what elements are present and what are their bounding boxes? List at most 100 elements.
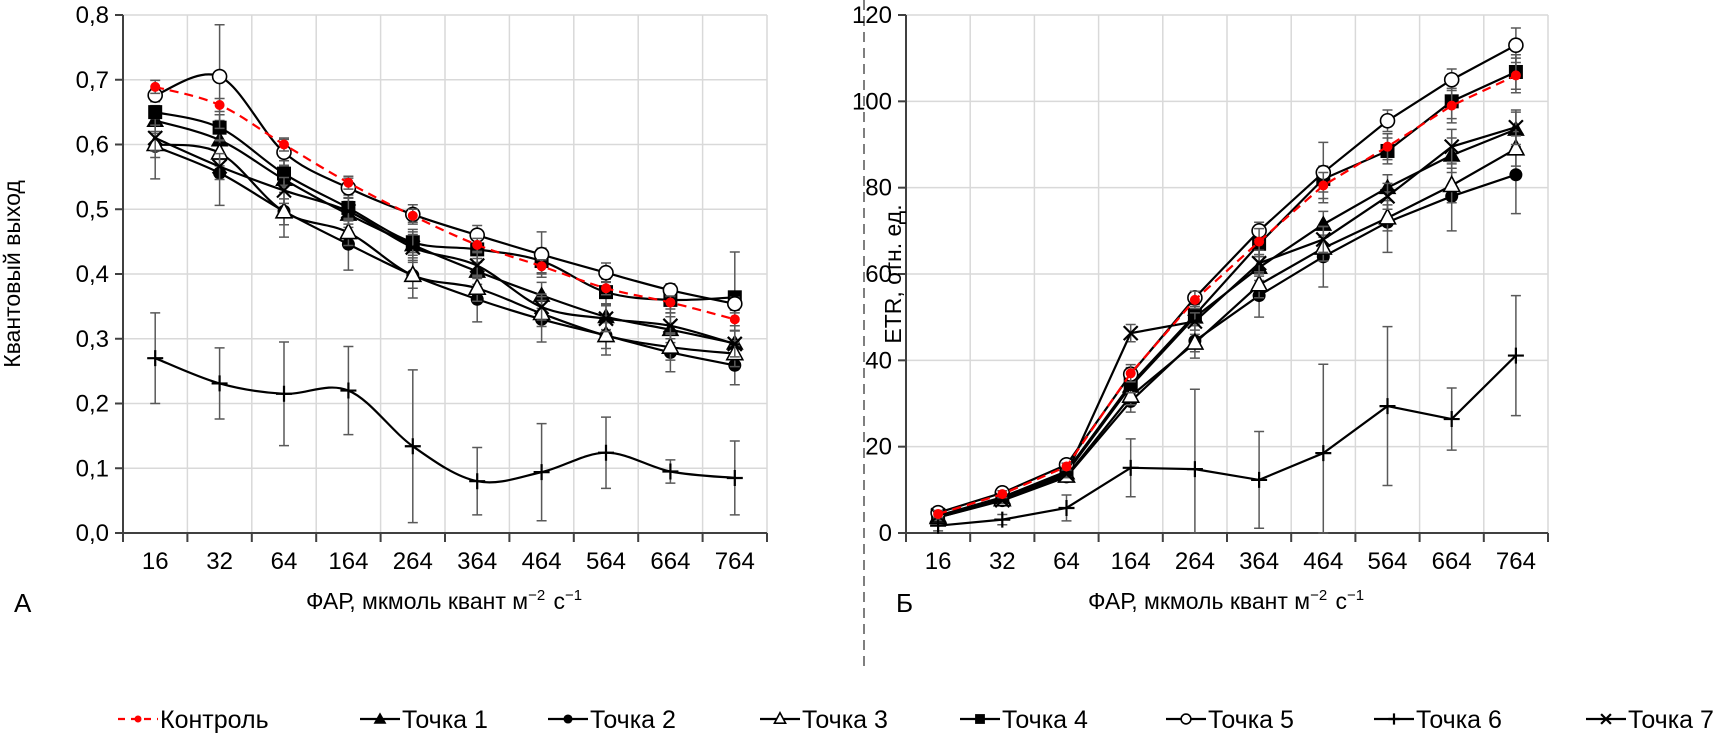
b-marker-point-6 bbox=[1507, 347, 1524, 364]
a-marker-point-6 bbox=[726, 469, 743, 486]
a-marker-control bbox=[472, 239, 483, 250]
b-marker-control bbox=[1510, 70, 1521, 81]
a-x-tick-label: 264 bbox=[393, 548, 433, 575]
b-marker-point-5 bbox=[1443, 71, 1460, 88]
legend-item-point-1: Точка 1 bbox=[360, 706, 488, 734]
b-marker-control bbox=[1189, 294, 1200, 305]
b-marker-point-6 bbox=[1186, 461, 1203, 478]
a-x-tick-label: 464 bbox=[522, 548, 562, 575]
b-x-axis-title-part: с bbox=[1329, 588, 1347, 614]
legend-marker-point-2 bbox=[563, 714, 573, 724]
b-marker-point-3 bbox=[1378, 207, 1397, 225]
a-marker-point-7 bbox=[469, 257, 485, 274]
a-marker-point-5 bbox=[662, 282, 679, 298]
a-x-tick-label: 64 bbox=[271, 548, 298, 575]
a-y-axis-title: Квантовый выход bbox=[0, 180, 25, 368]
b-marker-point-3 bbox=[1121, 385, 1141, 403]
b-marker-control bbox=[997, 489, 1008, 500]
a-x-tick-label: 32 bbox=[206, 548, 233, 575]
b-y-tick-label: 80 bbox=[865, 175, 892, 202]
a-marker-point-7 bbox=[598, 310, 614, 327]
a-y-tick-label: 0,4 bbox=[76, 261, 109, 288]
a-marker-point-4 bbox=[148, 105, 163, 120]
panel-a-quantum-yield-chart: 0,0 0,1 0,2 0,3 0,4 0,5 0,6 0,7 0,8 16 32 64 164 264 3… bbox=[0, 2, 768, 618]
a-line-point-6 bbox=[154, 357, 735, 484]
a-marker-point-3 bbox=[661, 336, 680, 354]
legend-item-point-3: Точка 3 bbox=[760, 706, 888, 734]
a-x-tick-label: 664 bbox=[650, 548, 690, 575]
b-x-tick-label: 16 bbox=[925, 548, 952, 575]
a-x-tick-label: 164 bbox=[328, 548, 368, 575]
a-marker-control bbox=[665, 297, 676, 308]
legend-label: Контроль bbox=[160, 706, 269, 734]
a-x-tick-label: 364 bbox=[457, 548, 497, 575]
a-marker-point-6 bbox=[662, 463, 679, 480]
b-x-tick-label: 664 bbox=[1432, 548, 1472, 575]
a-marker-control bbox=[343, 177, 354, 188]
a-marker-control bbox=[407, 210, 418, 221]
a-marker-control bbox=[601, 283, 611, 294]
legend-marker-point-5 bbox=[1180, 713, 1192, 725]
legend: Контроль Точка 1 Точка 2 Точка 3 Точка 4 Точк… bbox=[118, 706, 1714, 734]
a-x-tick-label: 564 bbox=[586, 548, 626, 575]
a-line-point-2 bbox=[154, 145, 736, 367]
b-x-tick-label: 464 bbox=[1303, 548, 1343, 575]
b-marker-control bbox=[1318, 180, 1329, 191]
a-marker-point-7 bbox=[211, 158, 228, 175]
b-line-point-5 bbox=[937, 44, 1517, 514]
b-y-tick-label: 40 bbox=[865, 347, 892, 374]
b-y-axis-title: ETR, отн. ед. bbox=[880, 204, 906, 343]
a-x-axis-title-part: ФАР, мкмоль квант м bbox=[306, 588, 528, 614]
b-marker-point-7 bbox=[1379, 188, 1396, 205]
a-marker-control bbox=[214, 100, 225, 111]
a-series-point-6 bbox=[147, 312, 743, 524]
a-marker-point-5 bbox=[598, 264, 614, 281]
b-y-tick-label: 0 bbox=[879, 520, 892, 547]
b-x-tick-label: 164 bbox=[1111, 548, 1151, 575]
b-x-tick-label: 364 bbox=[1239, 548, 1279, 575]
a-line-point-4 bbox=[154, 111, 735, 302]
b-panel-label: Б bbox=[896, 588, 913, 618]
b-series-control bbox=[933, 57, 1521, 520]
b-marker-point-5 bbox=[1379, 112, 1396, 129]
legend-label: Точка 1 bbox=[402, 706, 488, 734]
b-x-axis-title-part: −2 bbox=[1310, 587, 1327, 604]
a-x-axis-title: ФАР, мкмоль квант м−2 с−1 bbox=[306, 587, 584, 614]
b-marker-control bbox=[1125, 368, 1136, 379]
legend-marker-point-4 bbox=[975, 714, 985, 724]
a-marker-point-7 bbox=[147, 130, 163, 146]
b-y-tick-label: 120 bbox=[852, 2, 892, 29]
b-x-tick-label: 64 bbox=[1053, 548, 1080, 575]
legend-item-point-6: Точка 6 bbox=[1374, 706, 1502, 734]
legend-item-point-4: Точка 4 bbox=[960, 706, 1088, 734]
legend-item-point-5: Точка 5 bbox=[1166, 706, 1294, 734]
a-marker-point-6 bbox=[404, 438, 421, 455]
b-x-tick-label: 32 bbox=[989, 548, 1016, 575]
a-marker-control bbox=[150, 81, 161, 92]
b-marker-point-7 bbox=[1058, 466, 1075, 482]
a-marker-point-3 bbox=[339, 221, 358, 240]
a-x-axis-title-part: с bbox=[547, 588, 565, 614]
a-marker-point-3 bbox=[403, 264, 423, 283]
a-marker-point-3 bbox=[596, 324, 616, 343]
b-marker-point-7 bbox=[1251, 255, 1267, 271]
legend-label: Точка 2 bbox=[590, 706, 676, 734]
legend-marker-control bbox=[134, 715, 142, 723]
b-marker-point-6 bbox=[1315, 445, 1332, 462]
b-x-axis-title-part bbox=[1364, 588, 1366, 614]
b-marker-point-6 bbox=[1379, 398, 1396, 415]
b-marker-point-3 bbox=[1249, 274, 1269, 292]
a-y-tick-label: 0,3 bbox=[76, 326, 109, 353]
a-marker-point-6 bbox=[211, 375, 228, 392]
a-y-tick-label: 0,7 bbox=[76, 67, 109, 94]
legend-item-point-2: Точка 2 bbox=[548, 706, 676, 734]
b-marker-point-6 bbox=[994, 511, 1011, 528]
legend-label: Точка 6 bbox=[1416, 706, 1502, 734]
a-marker-point-6 bbox=[276, 385, 292, 402]
a-y-tick-label: 0,5 bbox=[76, 196, 109, 223]
a-line-point-7 bbox=[154, 137, 736, 345]
b-marker-point-6 bbox=[1251, 471, 1268, 488]
a-series-point-7 bbox=[147, 124, 743, 358]
a-marker-point-5 bbox=[211, 68, 228, 85]
b-series-point-6 bbox=[930, 294, 1524, 534]
